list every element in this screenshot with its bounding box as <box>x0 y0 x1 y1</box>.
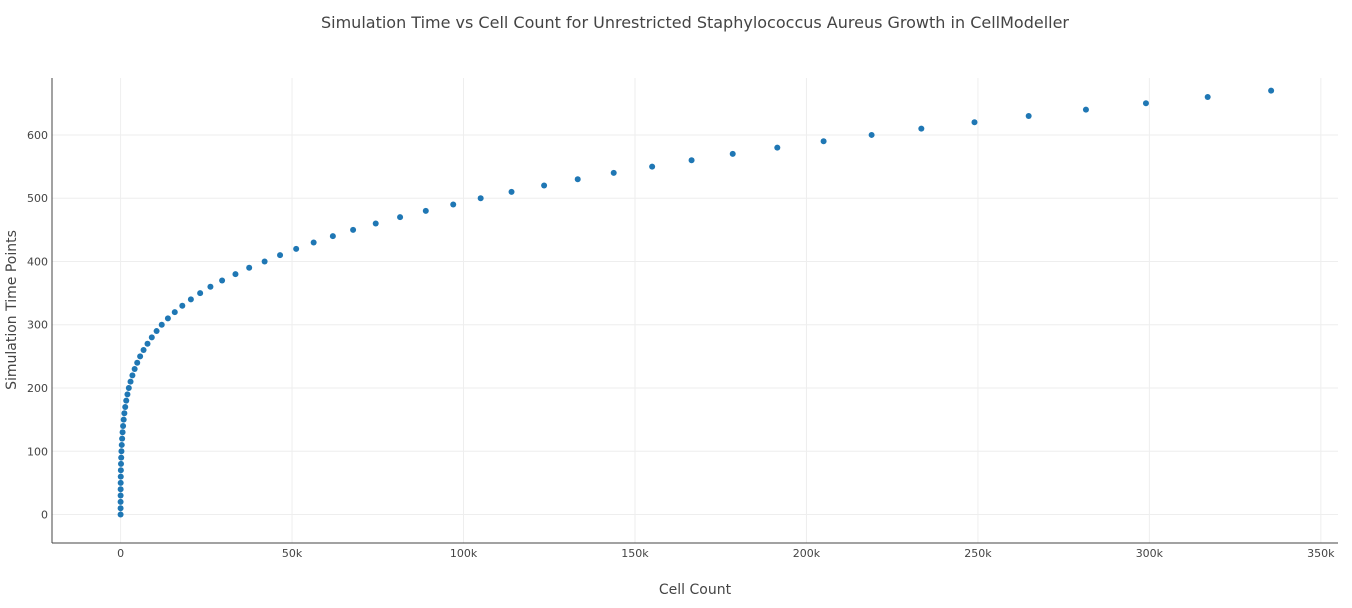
y-tick-label: 600 <box>27 129 48 142</box>
data-point <box>148 334 155 341</box>
data-point <box>541 182 548 189</box>
data-point <box>1142 100 1149 107</box>
data-point <box>1204 93 1211 100</box>
axes <box>51 78 1338 544</box>
data-point <box>649 163 656 170</box>
data-point <box>117 498 124 505</box>
data-point <box>187 296 194 303</box>
y-tick-label: 100 <box>27 445 48 458</box>
data-point <box>688 157 695 164</box>
y-axis-title: Simulation Time Points <box>4 230 20 390</box>
data-point <box>123 397 130 404</box>
data-point <box>153 328 160 335</box>
data-point <box>397 214 404 221</box>
data-point <box>120 416 127 423</box>
data-point <box>450 201 457 208</box>
data-point <box>118 441 125 448</box>
data-point <box>119 429 126 436</box>
data-point <box>1025 112 1032 119</box>
data-point <box>277 252 284 259</box>
data-point <box>144 340 151 347</box>
y-tick-label: 0 <box>41 509 48 522</box>
x-tick-labels: 0 50k 100k 150k 200k 250k 300k 350k <box>117 547 1335 560</box>
y-tick-labels: 0 100 200 300 400 500 600 <box>27 129 48 522</box>
data-point <box>118 454 125 461</box>
data-point <box>164 315 171 322</box>
data-point <box>820 138 827 145</box>
x-tick-label: 50k <box>282 547 303 560</box>
data-point <box>610 169 617 176</box>
data-point <box>117 511 124 518</box>
data-point <box>131 366 138 373</box>
data-point <box>1082 106 1089 113</box>
data-point <box>122 403 129 410</box>
data-point <box>118 448 125 455</box>
data-point <box>125 385 132 391</box>
data-point <box>121 410 128 417</box>
data-point <box>868 131 875 138</box>
data-point <box>1268 87 1275 94</box>
data-point <box>197 290 204 297</box>
data-point <box>774 144 781 151</box>
x-tick-label: 150k <box>621 547 649 560</box>
data-point <box>508 188 515 195</box>
data-point <box>372 220 379 227</box>
data-point <box>329 233 336 240</box>
y-tick-label: 300 <box>27 319 48 332</box>
chart-title: Simulation Time vs Cell Count for Unrest… <box>321 13 1069 32</box>
data-point <box>117 467 124 474</box>
data-point <box>127 378 134 385</box>
data-point <box>129 372 136 379</box>
data-point <box>918 125 925 132</box>
data-point <box>350 226 357 233</box>
data-point <box>119 435 126 442</box>
grid-lines <box>52 78 1338 543</box>
data-point <box>137 353 144 360</box>
data-point <box>477 195 484 202</box>
data-point <box>117 479 124 486</box>
data-point <box>293 245 300 252</box>
data-point <box>117 473 124 480</box>
data-point <box>117 486 124 493</box>
data-point <box>140 347 147 354</box>
data-point <box>124 391 131 398</box>
data-point <box>207 283 214 290</box>
data-point <box>179 302 186 309</box>
x-tick-label: 200k <box>793 547 821 560</box>
x-tick-label: 250k <box>964 547 992 560</box>
y-tick-label: 400 <box>27 255 48 268</box>
x-tick-label: 100k <box>450 547 478 560</box>
data-point <box>971 119 978 126</box>
data-point <box>422 207 429 214</box>
data-point <box>574 176 581 183</box>
x-tick-label: 350k <box>1307 547 1335 560</box>
data-point <box>246 264 253 271</box>
y-tick-label: 500 <box>27 192 48 205</box>
data-points <box>117 87 1275 518</box>
data-point <box>120 422 127 429</box>
data-point <box>117 460 124 467</box>
y-tick-label: 200 <box>27 382 48 395</box>
data-point <box>171 309 178 316</box>
data-point <box>232 271 239 278</box>
x-axis-title: Cell Count <box>659 582 732 598</box>
data-point <box>219 277 226 284</box>
data-point <box>134 359 141 366</box>
x-tick-label: 300k <box>1136 547 1164 560</box>
data-point <box>729 150 736 157</box>
data-point <box>261 258 268 265</box>
data-point <box>117 492 124 499</box>
data-point <box>158 321 165 328</box>
data-point <box>310 239 317 246</box>
x-tick-label: 0 <box>117 547 124 560</box>
data-point <box>117 505 124 512</box>
